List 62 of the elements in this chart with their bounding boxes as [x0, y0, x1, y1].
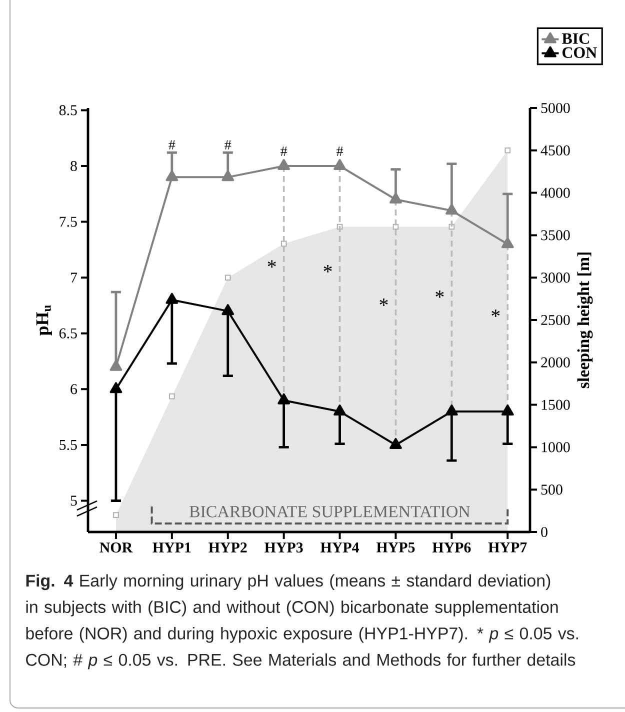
point — [222, 304, 234, 316]
y-tick-label: 7 — [70, 272, 78, 282]
y-tick-label: 6.5 — [59, 328, 77, 338]
legend-label: CON — [562, 47, 597, 58]
point — [445, 404, 458, 416]
x-tick-label: HYP4 — [320, 542, 359, 552]
point — [110, 382, 122, 394]
y2-tick-label: 3000 — [541, 272, 570, 283]
x-tick-label: NOR — [100, 542, 133, 553]
annotation: * — [492, 310, 500, 317]
annotation: BICARBONATE SUPPLEMENTATION — [189, 506, 470, 518]
y2-tick-label: 0 — [541, 526, 548, 538]
y2-tick-label: 1000 — [542, 442, 570, 452]
annotation: * — [324, 265, 332, 272]
point — [334, 404, 346, 416]
annotation: * — [268, 260, 276, 268]
point — [445, 204, 458, 215]
point — [504, 148, 511, 154]
x-tick-label: HYP7 — [488, 542, 527, 552]
point — [390, 192, 402, 204]
annotation: # — [224, 140, 232, 150]
point — [169, 393, 175, 400]
y2-tick-label: 5000 — [541, 102, 570, 114]
point — [501, 237, 514, 248]
legend-label: BIC — [562, 33, 589, 44]
point — [224, 274, 231, 280]
point — [166, 170, 178, 182]
point — [334, 159, 346, 170]
y-tick-label: 5 — [70, 496, 77, 506]
y-tick-label: 7.5 — [60, 216, 77, 227]
y2-tick-label: 500 — [541, 484, 562, 495]
annotation: # — [168, 140, 176, 150]
point — [390, 438, 402, 449]
point — [278, 393, 290, 404]
point — [501, 404, 514, 416]
y-tick-label: 8 — [70, 160, 77, 172]
point — [222, 170, 234, 182]
x-tick-label: HYP3 — [264, 542, 303, 553]
y-axis-title: pH$_{u}$ — [36, 305, 52, 336]
y-tick-label: 5.5 — [60, 440, 77, 450]
point — [113, 512, 119, 518]
y2-tick-label: 1500 — [542, 400, 570, 410]
x-tick-label: HYP6 — [432, 542, 471, 553]
annotation: # — [336, 146, 344, 156]
annotation: # — [280, 146, 288, 156]
annotation: * — [380, 298, 388, 306]
y2-tick-label: 2500 — [541, 314, 570, 326]
point — [278, 159, 290, 170]
text: Fig. 4 Early morning urinary pH values (means ± standard deviation) in subjects with (BIC) and without (CON) bicarbonate supplementation before (NOR) and during hypoxic exposure (HYP1-HYP7). *p ≤ 0.05 vs. CON; # p ≤ 0.05 vs. PRE. See Materials and Methods for further details — [26, 574, 578, 670]
point — [166, 292, 178, 304]
x-tick-label: HYP1 — [152, 542, 191, 552]
y2-tick-label: 4000 — [540, 188, 570, 198]
y2-axis-title: sleeping height [m] — [577, 252, 593, 388]
annotation: * — [436, 290, 444, 298]
y2-tick-label: 2000 — [541, 357, 570, 368]
y2-tick-label: 3500 — [541, 230, 570, 240]
x-tick-label: HYP2 — [208, 542, 247, 552]
y-tick-label: 6 — [70, 384, 78, 394]
x-tick-label: HYP5 — [376, 542, 415, 552]
y-tick-label: 8.5 — [59, 105, 77, 116]
point — [110, 360, 122, 371]
y2-tick-label: 4500 — [540, 145, 570, 156]
